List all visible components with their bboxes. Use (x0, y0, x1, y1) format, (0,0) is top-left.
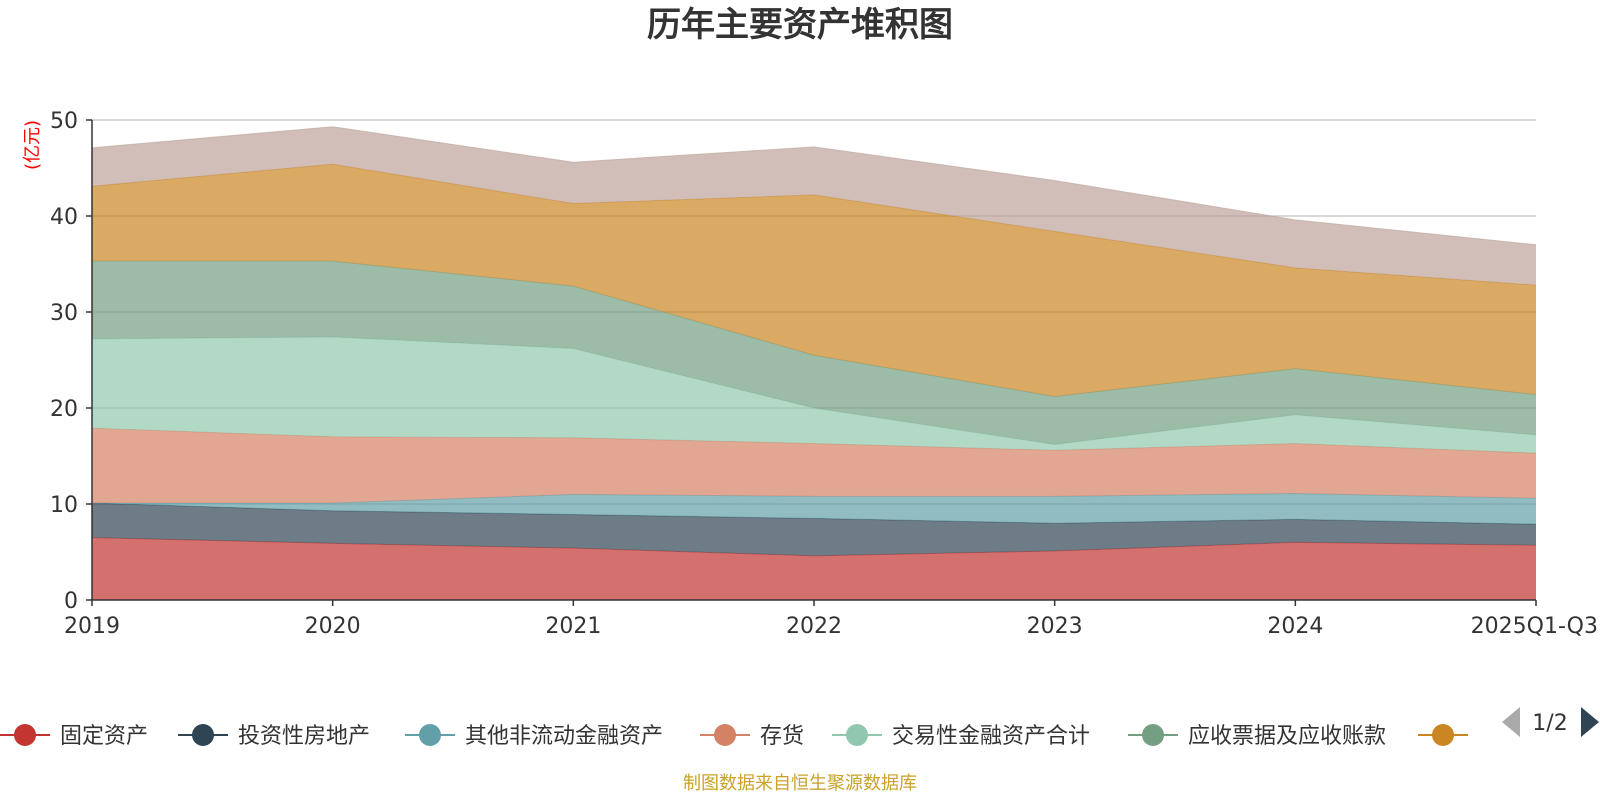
legend-dot-marker (14, 724, 36, 746)
legend-item-3[interactable]: 其他非流动金融资产 (405, 724, 663, 749)
legend-dot-marker (192, 724, 214, 746)
legend-dot-marker (1432, 724, 1454, 746)
y-tick-label: 10 (50, 493, 78, 518)
chart-title: 历年主要资产堆积图 (647, 5, 953, 45)
x-tick-label: 2019 (64, 614, 120, 639)
legend-label: 存货 (760, 724, 804, 749)
legend-dot-marker (1142, 724, 1164, 746)
legend-label: 投资性房地产 (238, 724, 370, 749)
legend-dot-marker (419, 724, 441, 746)
legend-prev-page-icon[interactable] (1502, 707, 1520, 737)
y-tick-label: 20 (50, 397, 78, 422)
legend[interactable]: 固定资产 投资性房地产 其他非流动金融资产 存货 交易性金融资产合计 应收票据及应收账款 (0, 724, 1468, 749)
x-tick-label: 2020 (305, 614, 361, 639)
area-series-3[interactable] (92, 493, 1536, 525)
legend-label: 交易性金融资产合计 (892, 724, 1090, 749)
legend-item-7[interactable] (1418, 724, 1468, 746)
area-series-5[interactable] (92, 336, 1536, 454)
legend-item-5[interactable]: 交易性金融资产合计 (832, 724, 1090, 749)
y-tick-label: 50 (50, 109, 78, 134)
area-series-8[interactable] (92, 126, 1536, 286)
legend-next-page-icon[interactable] (1581, 707, 1599, 737)
legend-page-indicator: 1/2 (1532, 711, 1567, 736)
legend-label: 固定资产 (60, 724, 148, 749)
x-tick-label: 2023 (1027, 614, 1083, 639)
legend-label: 应收票据及应收账款 (1188, 724, 1386, 749)
legend-label: 其他非流动金融资产 (465, 724, 663, 749)
legend-item-6[interactable]: 应收票据及应收账款 (1128, 724, 1386, 749)
y-axis-unit-label: (亿元) (22, 120, 43, 170)
legend-dot-marker (714, 724, 736, 746)
y-tick-label: 30 (50, 301, 78, 326)
legend-dot-marker (846, 724, 868, 746)
legend-item-1[interactable]: 固定资产 (0, 724, 148, 749)
area-series-6[interactable] (92, 261, 1536, 445)
x-tick-label: 2024 (1267, 614, 1323, 639)
legend-item-2[interactable]: 投资性房地产 (178, 724, 370, 749)
x-tick-label: 2025Q1-Q3 (1471, 614, 1598, 639)
y-tick-label: 40 (50, 205, 78, 230)
area-series-1[interactable] (92, 537, 1536, 600)
y-tick-label: 0 (64, 589, 78, 614)
area-series-2[interactable] (92, 503, 1536, 556)
area-series-group (91, 126, 1537, 600)
legend-pager: 1/2 (1502, 707, 1599, 737)
x-tick-label: 2021 (545, 614, 601, 639)
area-series-8-edge (91, 126, 1537, 246)
legend-item-4[interactable]: 存货 (700, 724, 804, 749)
x-tick-label: 2022 (786, 614, 842, 639)
data-source-note: 制图数据来自恒生聚源数据库 (683, 773, 917, 794)
area-series-7[interactable] (92, 164, 1536, 397)
axes: 0 10 20 30 40 50 2019 2020 2021 2022 2023 2024 2025Q… (50, 109, 1598, 639)
